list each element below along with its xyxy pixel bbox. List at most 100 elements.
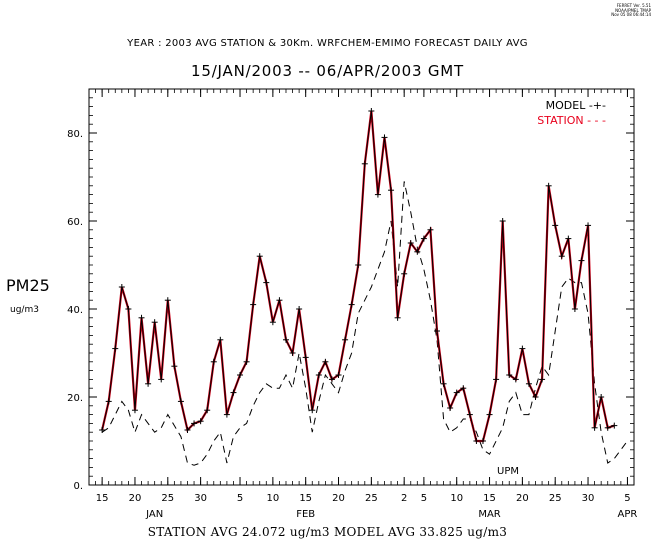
x-tick-label: 5 <box>237 493 243 504</box>
legend-station: STATION - - - <box>537 114 606 127</box>
model-point <box>479 438 486 444</box>
model-point <box>525 380 532 387</box>
model-point <box>499 218 506 224</box>
model-point <box>276 297 283 304</box>
model-point <box>532 394 539 400</box>
model-point <box>460 385 467 392</box>
x-month-label: JAN <box>145 509 163 520</box>
x-tick-label: 25 <box>161 493 174 504</box>
model-point <box>486 411 493 418</box>
y-tick-label: 0. <box>73 481 83 492</box>
model-point <box>519 345 526 352</box>
model-point <box>217 336 224 343</box>
model-point <box>99 427 106 433</box>
model-point <box>230 389 237 396</box>
plot-frame <box>88 88 635 486</box>
x-tick-label: 10 <box>450 493 463 504</box>
model-point <box>158 376 165 383</box>
model-point <box>552 222 559 229</box>
model-point <box>171 363 178 370</box>
model-point <box>434 328 441 334</box>
x-tick-label: 2 <box>401 493 407 504</box>
x-tick-label: 5 <box>421 493 427 504</box>
model-series-line <box>101 110 615 442</box>
model-point <box>191 420 198 427</box>
model-point <box>604 424 611 431</box>
model-point <box>453 389 460 396</box>
model-point <box>565 235 572 242</box>
model-point <box>427 226 434 233</box>
x-tick-label: 20 <box>332 493 345 504</box>
chart-date-range: 15/JAN/2003 -- 06/APR/2003 GMT <box>191 62 464 80</box>
x-tick-label: 10 <box>266 493 279 504</box>
model-point <box>506 372 513 378</box>
x-tick-label: 25 <box>549 493 562 504</box>
model-point <box>598 394 605 400</box>
model-point <box>447 405 454 411</box>
model-point <box>368 108 375 114</box>
model-point <box>493 376 500 383</box>
model-point <box>289 350 296 356</box>
model-point <box>164 297 171 304</box>
model-point <box>112 345 119 352</box>
model-point <box>151 319 158 326</box>
model-point <box>342 336 349 343</box>
model-point <box>591 424 598 431</box>
stamp-line: FERRET Ver. 5.51 <box>616 3 651 8</box>
model-point <box>545 182 552 189</box>
model-point <box>473 438 480 444</box>
x-tick-label: 20 <box>516 493 529 504</box>
x-month-label: MAR <box>478 509 500 520</box>
stamp-line: Nov 05 08 06:44:14 <box>611 12 651 17</box>
model-point <box>250 301 257 308</box>
model-point <box>125 306 132 312</box>
model-point <box>466 411 473 418</box>
model-point <box>309 407 316 414</box>
model-point <box>407 240 414 246</box>
x-tick-label: 30 <box>582 493 595 504</box>
model-point <box>571 306 578 312</box>
stamp-line: NOAA/PMEL TMAP <box>615 7 651 13</box>
model-point <box>118 284 125 290</box>
model-point <box>335 372 342 378</box>
model-point <box>585 222 592 229</box>
model-point <box>440 380 447 387</box>
y-tick-label: 80. <box>67 129 83 140</box>
model-point <box>237 372 244 378</box>
model-point <box>328 376 335 383</box>
y-tick-label: 40. <box>67 305 83 316</box>
model-point <box>512 376 519 383</box>
model-point <box>355 262 362 268</box>
model-point <box>374 191 381 198</box>
y-tick-label: 20. <box>67 393 83 404</box>
x-month-label: APR <box>618 509 638 520</box>
y-axis-unit: ug/m3 <box>10 305 39 315</box>
model-point <box>269 319 276 326</box>
model-point <box>361 160 368 167</box>
model-point <box>394 314 401 321</box>
ferret-version-stamp: FERRET Ver. 5.51 NOAA/PMEL TMAP Nov 05 0… <box>611 3 651 18</box>
legend-model: MODEL -+- <box>546 99 606 112</box>
model-point <box>420 235 427 242</box>
model-point <box>184 427 191 433</box>
model-point <box>210 358 217 365</box>
model-point <box>539 376 546 383</box>
model-point <box>256 253 263 260</box>
model-point <box>578 257 585 264</box>
model-point <box>223 411 230 418</box>
x-tick-label: 20 <box>129 493 142 504</box>
y-axis-label: PM25 <box>6 276 50 295</box>
model-point <box>138 314 145 321</box>
model-point <box>243 358 250 365</box>
averages-footer: STATION AVG 24.072 ug/m3 MODEL AVG 33.82… <box>147 525 508 539</box>
x-tick-label: 25 <box>365 493 378 504</box>
model-point <box>388 187 395 194</box>
model-point <box>204 407 211 414</box>
model-point <box>611 422 618 429</box>
station-series-line <box>101 181 628 466</box>
model-point <box>282 336 289 343</box>
chart-title: YEAR : 2003 AVG STATION & 30Km. WRFCHEM-… <box>127 38 528 49</box>
upm-watermark: UPM <box>497 466 519 477</box>
model-point <box>401 270 408 277</box>
